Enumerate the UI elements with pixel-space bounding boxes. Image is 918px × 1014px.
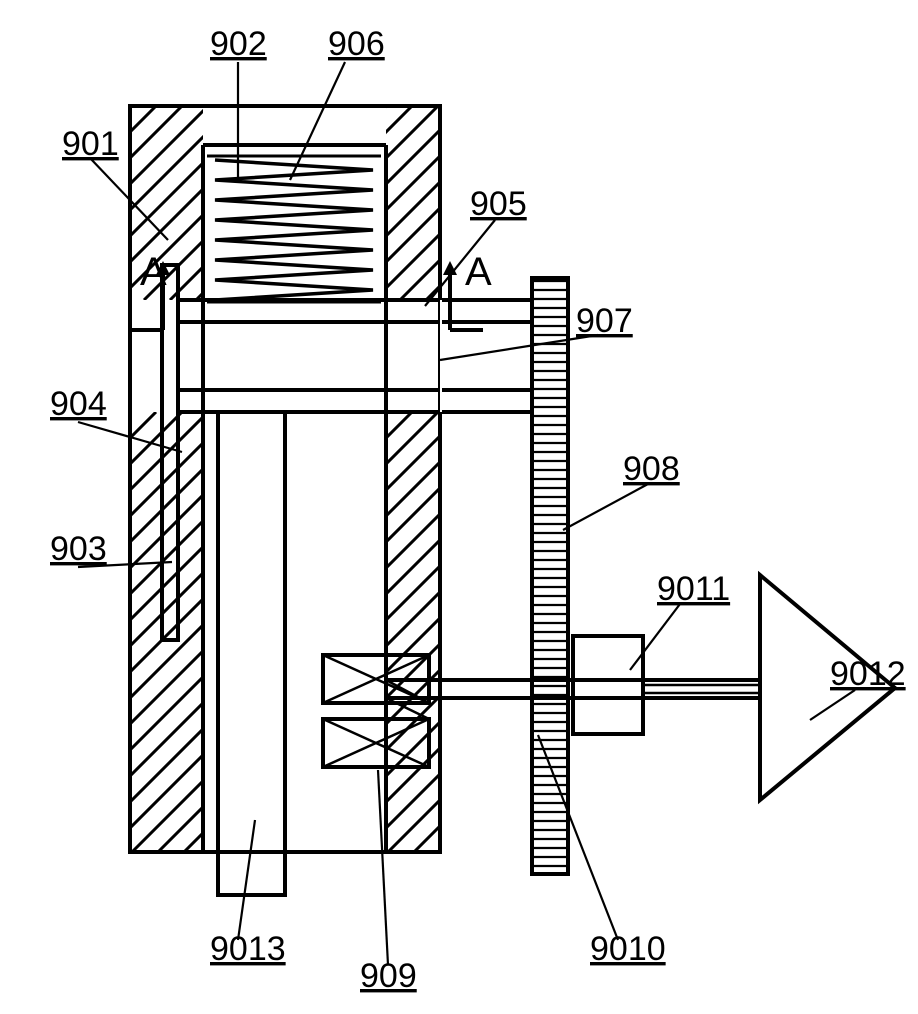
label-907: 907	[576, 302, 633, 340]
label-9013: 9013	[210, 930, 286, 968]
label-902: 902	[210, 25, 267, 63]
label-A: A	[465, 250, 492, 294]
label-905: 905	[470, 185, 527, 223]
label-908: 908	[623, 450, 680, 488]
label-909: 909	[360, 957, 417, 995]
label-901: 901	[62, 125, 119, 163]
label-906: 906	[328, 25, 385, 63]
mechanical-diagram: 902 906 901 905 A A 907 904 908 903 9011 9012 9013 90…	[0, 0, 918, 1014]
label-9012: 9012	[830, 655, 906, 693]
label-9010: 9010	[590, 930, 666, 968]
label-9011: 9011	[657, 570, 730, 608]
label-A: A	[140, 250, 167, 294]
label-904: 904	[50, 385, 107, 423]
label-903: 903	[50, 530, 107, 568]
